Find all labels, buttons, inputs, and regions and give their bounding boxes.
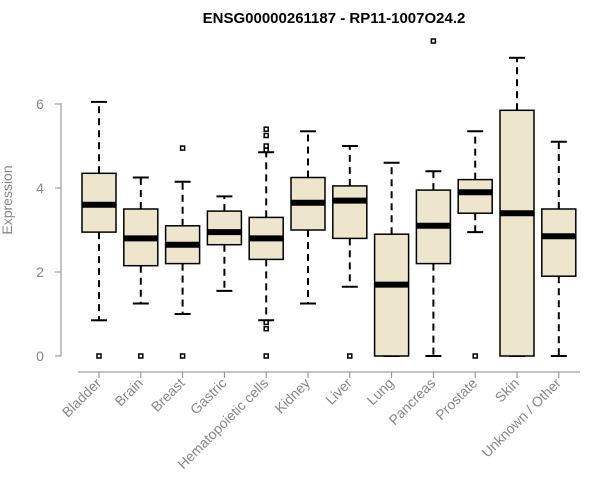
box-iqr: [332, 185, 368, 240]
box-group: [415, 38, 452, 357]
outlier-point: [179, 353, 186, 359]
y-tick-label: 2: [36, 264, 44, 280]
box-group: [332, 145, 368, 359]
outlier-point: [96, 353, 102, 359]
outlier-point: [263, 325, 269, 332]
box-iqr: [499, 109, 535, 357]
x-tick-label: Brain: [111, 375, 145, 409]
box-group: [457, 130, 493, 359]
outlier-point: [263, 132, 269, 139]
box-iqr: [457, 178, 493, 214]
outlier-point: [263, 126, 269, 132]
y-axis-label: Expression: [0, 165, 15, 234]
outlier-point: [347, 353, 353, 359]
outlier-point: [263, 147, 269, 153]
chart-title: ENSG00000261187 - RP11-1007O24.2: [203, 10, 466, 27]
box-group: [290, 130, 326, 305]
box-group: [206, 195, 243, 292]
x-tick-label: Breast: [148, 375, 188, 415]
x-tick-label: Lung: [363, 375, 396, 408]
outlier-point: [138, 353, 144, 359]
box-iqr: [206, 210, 243, 246]
box-group: [248, 126, 284, 359]
box-iqr: [541, 208, 577, 277]
box-group: [81, 100, 117, 359]
box-group: [123, 176, 159, 359]
outlier-point: [263, 143, 269, 149]
outlier-point: [472, 353, 478, 359]
outlier-point: [179, 145, 186, 151]
box-iqr: [373, 233, 410, 357]
y-tick-label: 6: [36, 96, 44, 112]
x-tick-label: Prostate: [432, 375, 480, 423]
x-tick-label: Kidney: [272, 375, 314, 417]
outlier-point: [263, 353, 269, 359]
box-group: [541, 140, 577, 357]
box-group: [373, 161, 410, 357]
box-group: [499, 56, 535, 357]
y-tick-label: 4: [36, 180, 44, 196]
x-tick-label: Unknown / Other: [478, 375, 564, 461]
x-tick-label: Skin: [492, 375, 523, 406]
outlier-point: [430, 38, 437, 44]
y-tick-label: 0: [36, 348, 44, 364]
box-group: [164, 145, 201, 359]
x-tick-label: Liver: [322, 375, 355, 408]
outlier-point: [263, 319, 269, 326]
x-tick-label: Bladder: [59, 375, 105, 421]
